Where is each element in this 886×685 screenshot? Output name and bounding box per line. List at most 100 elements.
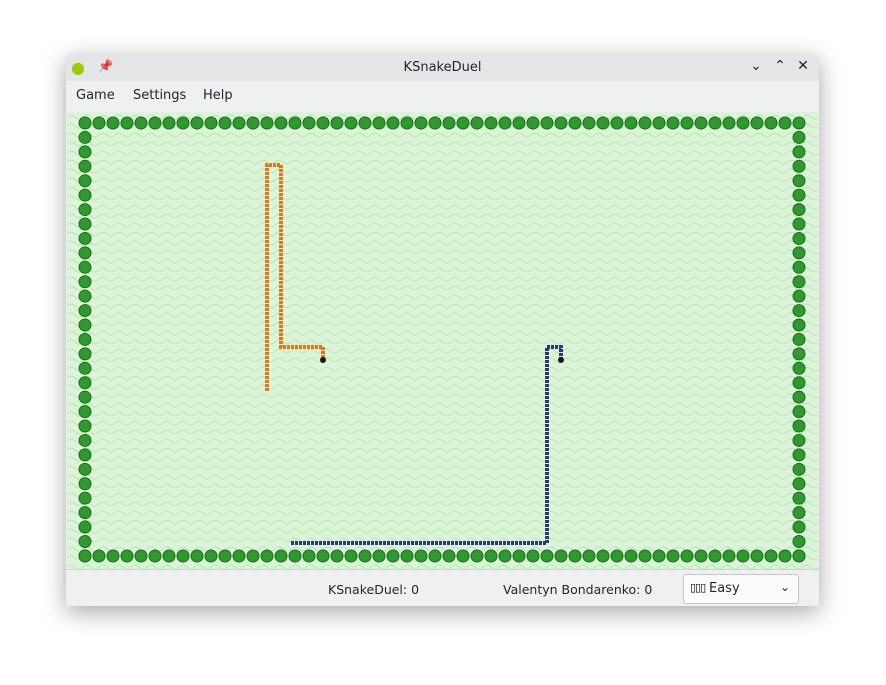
wall-block [330, 116, 344, 130]
snake-player2 [291, 345, 563, 545]
wall-block [78, 419, 92, 433]
wall-block [792, 130, 806, 144]
wall-block [78, 347, 92, 361]
wall-block [792, 520, 806, 534]
snake-player2-head [558, 357, 564, 363]
wall-block [428, 549, 442, 563]
wall-block [792, 506, 806, 520]
wall-block [78, 549, 92, 563]
menu-settings[interactable]: Settings [133, 88, 187, 103]
wall-block [274, 549, 288, 563]
wall-block [792, 116, 806, 130]
wall-block [120, 116, 134, 130]
menu-game[interactable]: Game [76, 88, 115, 103]
wall-block [540, 549, 554, 563]
wall-block [92, 116, 106, 130]
wall-block [78, 491, 92, 505]
wall-block [106, 549, 120, 563]
close-button[interactable]: ✕ [797, 58, 809, 74]
wall-block [666, 549, 680, 563]
wall-block [316, 549, 330, 563]
wall-block [246, 116, 260, 130]
wall-block [792, 145, 806, 159]
wall-block [764, 549, 778, 563]
wall-block [512, 549, 526, 563]
wall-block [232, 549, 246, 563]
wall-block [792, 203, 806, 217]
wall-block [638, 549, 652, 563]
wall-block [652, 549, 666, 563]
wall-block [568, 549, 582, 563]
wall-block [78, 260, 92, 274]
wall-block [78, 159, 92, 173]
wall-block [596, 549, 610, 563]
wall-block [694, 549, 708, 563]
wall-block [792, 376, 806, 390]
wall-block [792, 246, 806, 260]
wall-block [78, 390, 92, 404]
wall-block [386, 549, 400, 563]
wall-block [288, 116, 302, 130]
wall-block [792, 159, 806, 173]
wall-block [358, 549, 372, 563]
wall-block [246, 549, 260, 563]
game-field[interactable] [67, 112, 818, 569]
wall-block [78, 116, 92, 130]
wall-block [204, 549, 218, 563]
wall-block [470, 116, 484, 130]
wall-block [792, 289, 806, 303]
wall-block [78, 217, 92, 231]
wall-block [134, 549, 148, 563]
pin-icon[interactable]: 📌 [98, 59, 113, 73]
wall-block [134, 116, 148, 130]
title-bar: ● 📌 KSnakeDuel ⌄ ⌃ ✕ [66, 54, 819, 81]
wall-block [792, 361, 806, 375]
wall-block [526, 549, 540, 563]
wall-block [792, 260, 806, 274]
difficulty-select[interactable]: ▯▯▯ Easy ⌄ [683, 574, 799, 604]
wall-block [778, 116, 792, 130]
wall-block [78, 231, 92, 245]
wall-block [358, 116, 372, 130]
wall-block [526, 116, 540, 130]
wall-block [554, 116, 568, 130]
wall-block [722, 116, 736, 130]
wall-block [218, 549, 232, 563]
signal-bars-icon: ▯▯▯ [690, 581, 706, 594]
wall-block [316, 116, 330, 130]
wall-block [148, 549, 162, 563]
wall-block [498, 116, 512, 130]
wall-block [736, 116, 750, 130]
wall-block [190, 116, 204, 130]
wall-block [428, 116, 442, 130]
wall-block [792, 390, 806, 404]
wall-block [792, 405, 806, 419]
wall-block [120, 549, 134, 563]
wall-block [792, 275, 806, 289]
wall-block [624, 549, 638, 563]
wall-block [176, 549, 190, 563]
wall-block [778, 549, 792, 563]
wall-block [78, 246, 92, 260]
wall-block [190, 549, 204, 563]
wall-block [78, 534, 92, 548]
wall-block [78, 332, 92, 346]
wall-block [302, 116, 316, 130]
maximize-button[interactable]: ⌃ [774, 58, 786, 74]
wall-block [792, 231, 806, 245]
wall-block [78, 477, 92, 491]
app-window: ● 📌 KSnakeDuel ⌄ ⌃ ✕ Game Settings Help … [66, 54, 819, 606]
minimize-button[interactable]: ⌄ [750, 58, 762, 74]
wall-block [792, 491, 806, 505]
wall-block [78, 462, 92, 476]
wall-block [484, 116, 498, 130]
wall-block [764, 116, 778, 130]
wall-block [750, 116, 764, 130]
wall-block [78, 275, 92, 289]
wall-block [106, 116, 120, 130]
wall-block [260, 116, 274, 130]
wall-block [792, 174, 806, 188]
wall-block [792, 448, 806, 462]
menu-help[interactable]: Help [203, 88, 233, 103]
wall-block [680, 116, 694, 130]
